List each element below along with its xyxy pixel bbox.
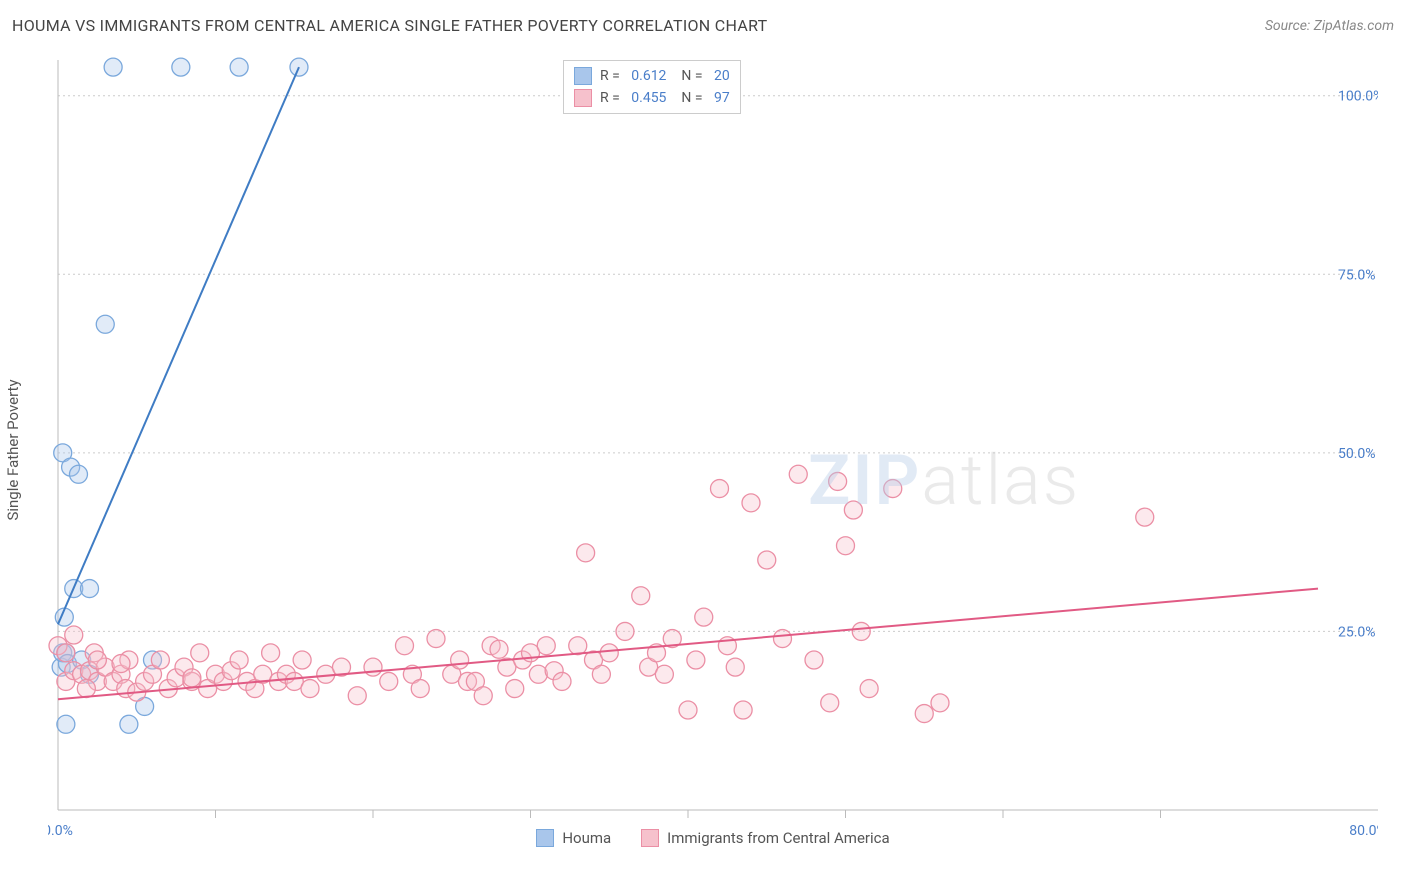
series-legend: Houma Immigrants from Central America bbox=[48, 829, 1378, 847]
r-label: R = bbox=[600, 68, 623, 84]
chart-title: HOUMA VS IMMIGRANTS FROM CENTRAL AMERICA… bbox=[12, 16, 767, 35]
legend-swatch bbox=[536, 829, 554, 847]
data-point bbox=[293, 651, 311, 669]
data-point bbox=[230, 58, 248, 76]
correlation-stats-box: R = 0.612 N = 20R = 0.455 N = 97 bbox=[563, 60, 741, 114]
legend-item: Immigrants from Central America bbox=[641, 829, 890, 847]
data-point bbox=[915, 705, 933, 723]
data-point bbox=[191, 644, 209, 662]
data-point bbox=[774, 630, 792, 648]
data-point bbox=[553, 672, 571, 690]
data-point bbox=[81, 580, 99, 598]
data-point bbox=[852, 622, 870, 640]
data-point bbox=[734, 701, 752, 719]
r-label: R = bbox=[600, 90, 623, 106]
y-tick-label: 50.0% bbox=[1338, 446, 1376, 462]
data-point bbox=[262, 644, 280, 662]
y-tick-label: 75.0% bbox=[1338, 267, 1376, 283]
data-point bbox=[569, 637, 587, 655]
data-point bbox=[396, 637, 414, 655]
data-point bbox=[600, 644, 618, 662]
n-label: N = bbox=[674, 68, 706, 84]
data-point bbox=[57, 715, 75, 733]
trend-line bbox=[58, 589, 1318, 700]
legend-swatch bbox=[641, 829, 659, 847]
data-point bbox=[679, 701, 697, 719]
chart-header: HOUMA VS IMMIGRANTS FROM CENTRAL AMERICA… bbox=[12, 16, 1394, 35]
series-swatch bbox=[574, 67, 592, 85]
stats-row: R = 0.455 N = 97 bbox=[574, 87, 730, 109]
data-point bbox=[687, 651, 705, 669]
n-label: N = bbox=[674, 90, 706, 106]
data-point bbox=[837, 537, 855, 555]
data-point bbox=[829, 472, 847, 490]
data-point bbox=[151, 651, 169, 669]
data-point bbox=[506, 680, 524, 698]
source-attribution: Source: ZipAtlas.com bbox=[1265, 18, 1394, 34]
data-point bbox=[860, 680, 878, 698]
y-axis-label: Single Father Poverty bbox=[4, 379, 22, 520]
data-point bbox=[96, 315, 114, 333]
data-point bbox=[88, 651, 106, 669]
r-value: 0.612 bbox=[631, 68, 666, 84]
data-point bbox=[183, 669, 201, 687]
scatter-plot: 25.0%50.0%75.0%100.0%0.0%80.0% bbox=[48, 50, 1378, 850]
data-point bbox=[844, 501, 862, 519]
data-point bbox=[104, 58, 122, 76]
data-point bbox=[537, 637, 555, 655]
data-point bbox=[348, 687, 366, 705]
data-point bbox=[789, 465, 807, 483]
data-point bbox=[230, 651, 248, 669]
y-tick-label: 25.0% bbox=[1338, 624, 1376, 640]
data-point bbox=[120, 715, 138, 733]
data-point bbox=[77, 680, 95, 698]
data-point bbox=[577, 544, 595, 562]
data-point bbox=[411, 680, 429, 698]
data-point bbox=[695, 608, 713, 626]
data-point bbox=[474, 687, 492, 705]
data-point bbox=[427, 630, 445, 648]
n-value: 20 bbox=[714, 68, 730, 84]
legend-label: Houma bbox=[562, 829, 611, 847]
data-point bbox=[65, 626, 83, 644]
data-point bbox=[1136, 508, 1154, 526]
y-tick-label: 100.0% bbox=[1338, 89, 1378, 105]
data-point bbox=[380, 672, 398, 690]
legend-item: Houma bbox=[536, 829, 611, 847]
data-point bbox=[364, 658, 382, 676]
data-point bbox=[726, 658, 744, 676]
data-point bbox=[742, 494, 760, 512]
data-point bbox=[69, 465, 87, 483]
data-point bbox=[529, 665, 547, 683]
trend-line bbox=[58, 67, 299, 624]
data-point bbox=[451, 651, 469, 669]
data-point bbox=[711, 480, 729, 498]
data-point bbox=[592, 665, 610, 683]
data-point bbox=[172, 58, 190, 76]
data-point bbox=[931, 694, 949, 712]
data-point bbox=[301, 680, 319, 698]
stats-row: R = 0.612 N = 20 bbox=[574, 65, 730, 87]
data-point bbox=[655, 665, 673, 683]
data-point bbox=[821, 694, 839, 712]
n-value: 97 bbox=[714, 90, 730, 106]
series-swatch bbox=[574, 89, 592, 107]
data-point bbox=[57, 644, 75, 662]
data-point bbox=[884, 480, 902, 498]
chart-container: Single Father Poverty 25.0%50.0%75.0%100… bbox=[48, 50, 1378, 850]
data-point bbox=[632, 587, 650, 605]
data-point bbox=[758, 551, 776, 569]
data-point bbox=[616, 622, 634, 640]
data-point bbox=[112, 655, 130, 673]
data-point bbox=[805, 651, 823, 669]
data-point bbox=[290, 58, 308, 76]
data-point bbox=[490, 640, 508, 658]
r-value: 0.455 bbox=[631, 90, 666, 106]
legend-label: Immigrants from Central America bbox=[667, 829, 890, 847]
